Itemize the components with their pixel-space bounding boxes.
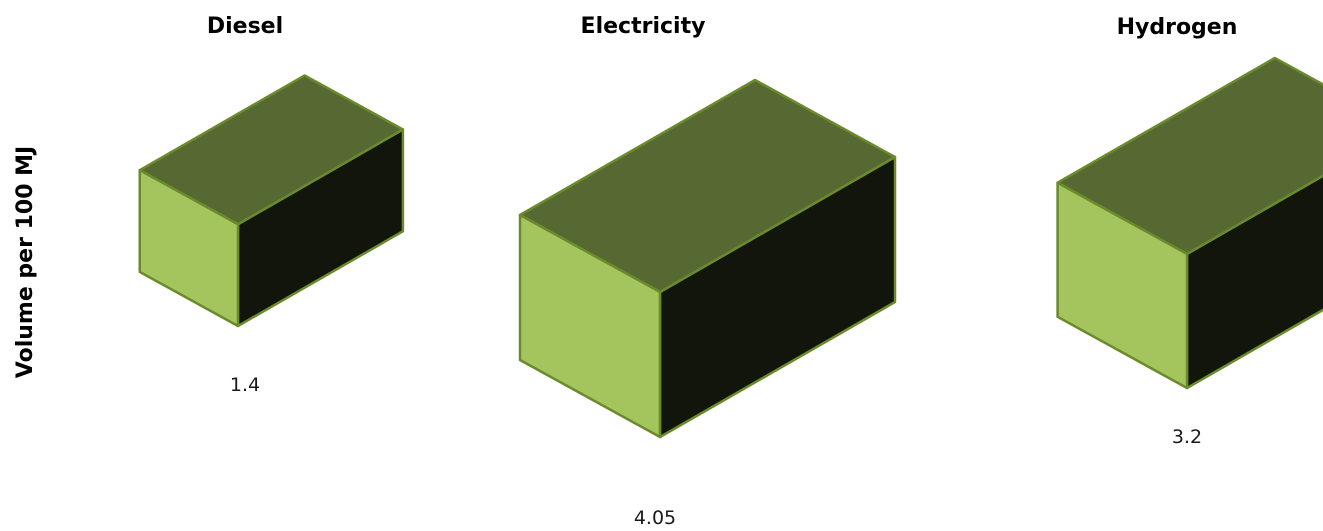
cube-diesel <box>138 74 405 328</box>
y-axis-label: Volume per 100 MJ <box>13 146 38 378</box>
cube-front-diesel <box>138 168 240 328</box>
value-label-electricity: 4.05 <box>634 507 676 529</box>
category-label-electricity: Electricity <box>581 14 706 39</box>
category-label-diesel: Diesel <box>207 14 283 39</box>
cube-hydrogen <box>1056 56 1323 390</box>
cube-electricity <box>518 78 897 439</box>
value-label-hydrogen: 3.2 <box>1172 426 1202 448</box>
value-label-diesel: 1.4 <box>230 374 260 396</box>
cube-front-electricity <box>518 213 662 439</box>
category-label-hydrogen: Hydrogen <box>1117 15 1238 40</box>
cube-front-hydrogen <box>1056 181 1189 390</box>
